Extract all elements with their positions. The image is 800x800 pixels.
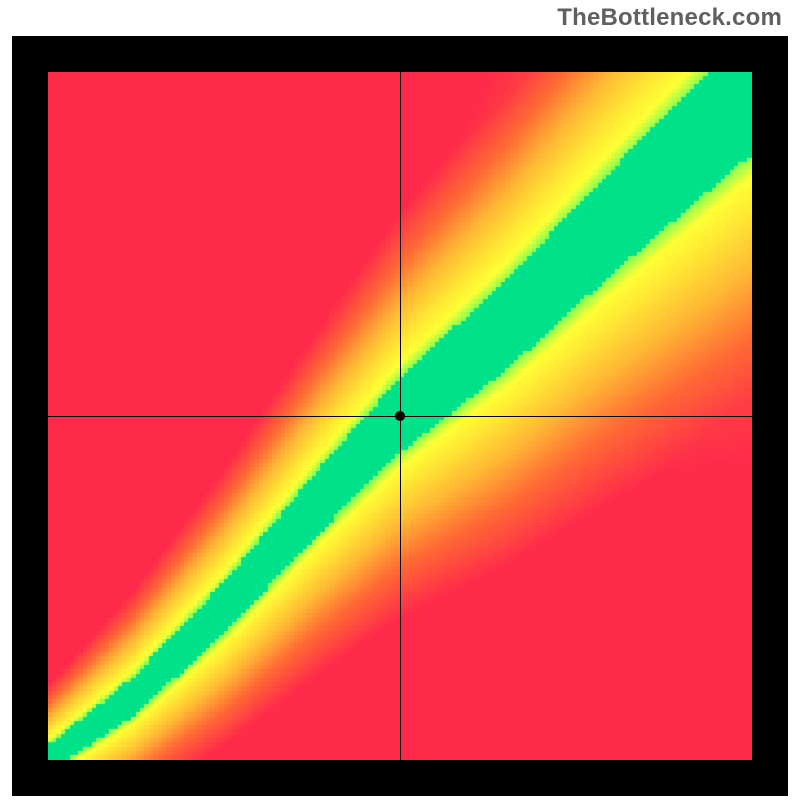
selection-marker bbox=[395, 411, 405, 421]
watermark-text: TheBottleneck.com bbox=[557, 4, 782, 32]
chart-container: { "watermark": { "text": "TheBottleneck.… bbox=[0, 0, 800, 800]
